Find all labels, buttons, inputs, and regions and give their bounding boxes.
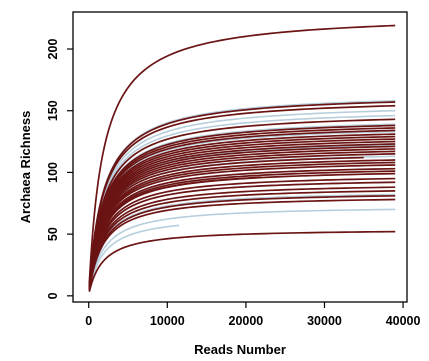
y-tick-label: 0 (46, 292, 60, 299)
x-tick-label: 0 (85, 314, 92, 328)
y-tick-label: 200 (46, 39, 60, 60)
x-tick-label: 20000 (229, 314, 264, 328)
y-axis: 0 50 100 150 200 (46, 39, 73, 299)
rarefaction-curve-dark-13 (88, 24, 396, 284)
plot-frame (72, 11, 408, 303)
rarefaction-curve-dark-42 (88, 198, 396, 292)
rarefaction-curve-dark-40 (88, 190, 396, 291)
y-tick-label: 100 (46, 162, 60, 183)
rarefaction-curve-light-11 (88, 208, 396, 292)
x-tick-label: 10000 (150, 314, 185, 328)
x-axis-label: Reads Number (194, 342, 286, 357)
x-tick-label: 40000 (386, 314, 421, 328)
y-axis-label: Archaea Richness (18, 111, 33, 224)
y-tick-label: 150 (46, 100, 60, 121)
rarefaction-curve-dark-43 (88, 230, 396, 293)
rarefaction-curve-dark-39 (88, 186, 396, 291)
x-axis: 0 10000 20000 30000 40000 (85, 302, 420, 328)
y-tick-label: 50 (46, 227, 60, 241)
curves-group (88, 24, 396, 293)
x-tick-label: 30000 (307, 314, 342, 328)
